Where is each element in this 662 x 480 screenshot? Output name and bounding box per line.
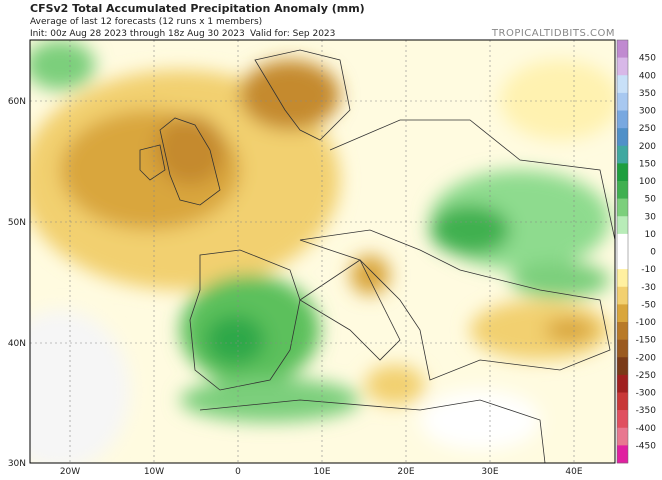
lon-label: 40E (565, 467, 582, 477)
title: CFSv2 Total Accumulated Precipitation An… (30, 2, 365, 15)
lon-label: 10W (144, 467, 164, 477)
colorbar-bin (617, 392, 628, 411)
colorbar-frame (616, 39, 629, 464)
colorbar-bin (617, 75, 628, 94)
colorbar-bin (617, 198, 628, 217)
init-time: Init: 00z Aug 28 2023 through 18z Aug 30… (30, 29, 245, 39)
colorbar-label: -400 (636, 424, 657, 434)
colorbar-label: 30 (645, 212, 657, 222)
lon-label: 0 (235, 467, 241, 477)
colorbar-label: 100 (639, 177, 656, 187)
colorbar-label: 50 (645, 195, 657, 205)
colorbar-bin (617, 410, 628, 429)
colorbar-label: 400 (639, 71, 656, 81)
colorbar-bin (617, 251, 628, 270)
colorbar-bin (617, 322, 628, 340)
colorbar-label: -50 (641, 300, 656, 310)
map-frame (29, 39, 616, 464)
valid-time: Valid for: Sep 2023 (250, 29, 335, 39)
colorbar-bin (617, 163, 628, 182)
colorbar-bin (617, 181, 628, 199)
colorbar-bin (617, 233, 628, 252)
colorbar-label: -300 (636, 389, 657, 399)
site-credit: TROPICALTIDBITS.COM (491, 28, 615, 39)
lon-label: 30E (481, 467, 498, 477)
colorbar-bin (617, 304, 628, 323)
colorbar: 4504003503002502001501005030100-10-30-50… (616, 39, 657, 464)
colorbar-label: 450 (639, 54, 656, 64)
colorbar-label: -250 (636, 371, 657, 381)
lat-label: 30N (8, 459, 26, 469)
lat-label: 60N (8, 97, 26, 107)
colorbar-label: -150 (636, 336, 657, 346)
map-field (30, 40, 615, 463)
colorbar-bin (617, 286, 628, 305)
colorbar-label: 200 (639, 142, 656, 152)
colorbar-label: 250 (639, 124, 656, 134)
colorbar-label: -350 (636, 406, 657, 416)
lat-label: 50N (8, 218, 26, 228)
lon-label: 20W (60, 467, 80, 477)
colorbar-label: 0 (650, 248, 656, 258)
lon-label: 20E (397, 467, 414, 477)
lon-label: 10E (313, 467, 330, 477)
colorbar-bin (617, 92, 628, 111)
colorbar-label: 300 (639, 107, 656, 117)
colorbar-label: -10 (641, 265, 656, 275)
axis-labels: 60N 50N 40N 30N 20W 10W 0 10E 20E 30E 40E (8, 97, 583, 477)
colorbar-label: -100 (636, 318, 657, 328)
colorbar-bin (617, 145, 628, 164)
lat-label: 40N (8, 339, 26, 349)
colorbar-bin (617, 40, 628, 58)
colorbar-label: -450 (636, 441, 657, 451)
colorbar-label: 350 (639, 89, 656, 99)
colorbar-bin (617, 357, 628, 376)
colorbar-bin (617, 269, 628, 288)
colorbar-bin (617, 339, 628, 358)
colorbar-label: 10 (645, 230, 657, 240)
colorbar-bin (617, 374, 628, 393)
colorbar-bin (617, 110, 628, 129)
colorbar-bin (617, 57, 628, 76)
colorbar-bin (617, 427, 628, 446)
colorbar-bin (617, 128, 628, 147)
colorbar-label: 150 (639, 159, 656, 169)
colorbar-bin (617, 216, 628, 235)
colorbar-label: -30 (641, 283, 656, 293)
subtitle: Average of last 12 forecasts (12 runs x … (30, 17, 262, 27)
colorbar-bin (617, 445, 628, 464)
colorbar-label: -200 (636, 353, 657, 363)
